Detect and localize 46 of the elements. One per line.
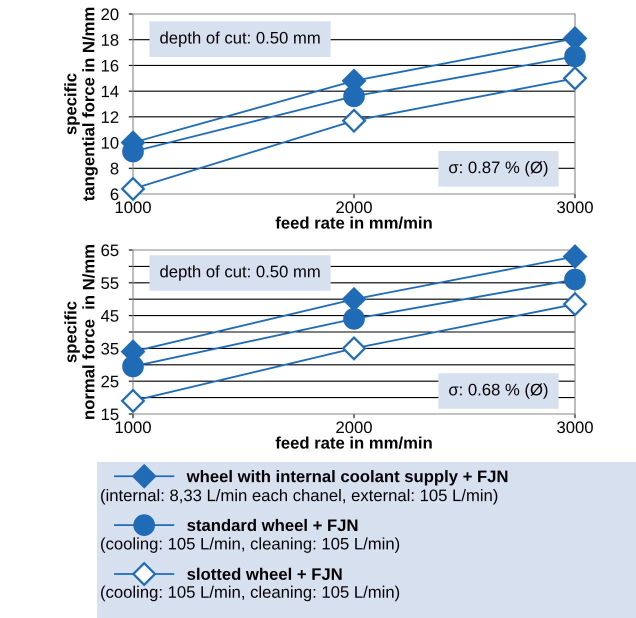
x-tick-label: 3000 <box>557 421 593 434</box>
annotation: depth of cut: 0.50 mm <box>160 265 320 281</box>
legend-label: slotted wheel + FJN <box>187 568 342 580</box>
annotation: depth of cut: 0.50 mm <box>160 31 320 47</box>
point <box>564 268 586 290</box>
legend-label: wheel with internal coolant supply + FJN <box>186 470 508 486</box>
y-tick-label: 25 <box>101 376 118 388</box>
x-tick-label: 2000 <box>336 421 372 434</box>
point <box>343 308 365 330</box>
point <box>343 85 365 108</box>
point <box>563 244 587 268</box>
y-tick-label: 65 <box>101 244 118 256</box>
y-tick-label: 55 <box>101 277 118 290</box>
y-axis-title: specific normal force in N/mm <box>64 245 95 419</box>
y-tick-label: 15 <box>102 408 118 420</box>
point <box>342 336 366 360</box>
y-tick-label: 20 <box>101 8 118 20</box>
annotation: σ: 0.68 % (Ø) <box>449 383 548 399</box>
point <box>122 356 144 378</box>
x-axis-title: feed rate in mm/min <box>276 436 432 449</box>
y-tick-label: 35 <box>101 342 118 355</box>
y-tick-label: 16 <box>102 60 118 72</box>
y-tick-label: 45 <box>100 310 118 322</box>
annotation: σ: 0.87 % (Ø) <box>449 161 548 177</box>
y-tick-label: 14 <box>102 86 119 98</box>
x-tick-label: 1000 <box>116 421 151 434</box>
point <box>121 388 145 413</box>
point <box>121 176 145 201</box>
x-axis-title: feed rate in mm/min <box>276 216 432 229</box>
y-tick-label: 12 <box>102 111 118 123</box>
y-tick-label: 18 <box>102 34 118 46</box>
y-axis-title: specific tangential force in N/mm <box>64 8 98 202</box>
text: (cooling: 105 L/min, cleaning: 105 L/min) <box>101 537 400 553</box>
y-tick-label: 8 <box>110 162 118 174</box>
x-tick-label: 3000 <box>557 201 593 214</box>
point <box>564 46 586 68</box>
x-tick-label: 2000 <box>336 201 372 214</box>
x-tick-label: 1000 <box>116 201 151 214</box>
y-tick-label: 10 <box>102 136 118 149</box>
legend-label: standard wheel + FJN <box>187 518 358 532</box>
text: (internal: 8,33 L/min each chanel, external: 105 L/min) <box>101 489 498 505</box>
point <box>563 66 587 90</box>
point <box>563 292 587 316</box>
text: (cooling: 105 L/min, cleaning: 105 L/min) <box>101 586 400 602</box>
point <box>342 108 366 133</box>
y-tick-label: 6 <box>110 188 118 200</box>
